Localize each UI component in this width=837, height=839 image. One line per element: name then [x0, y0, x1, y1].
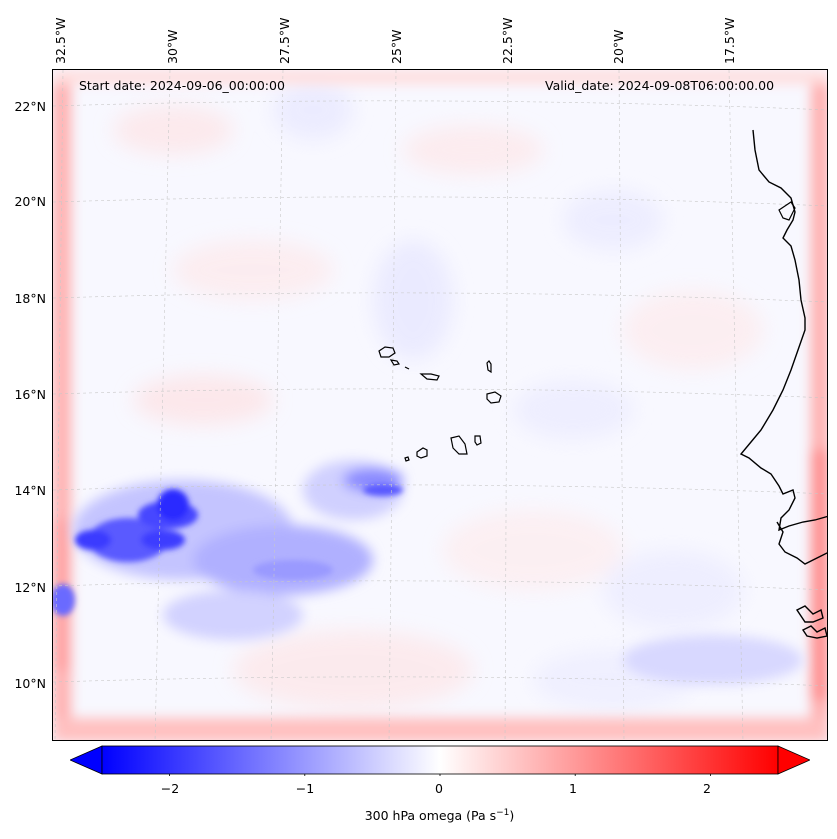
colorbar-min-arrow [70, 745, 103, 775]
ascent-region [73, 460, 803, 685]
west-africa-coastline [739, 129, 827, 639]
cape-verde-islands [378, 346, 502, 462]
island-fogo [416, 447, 428, 459]
island-santa-luzia [404, 366, 410, 370]
valid-date-label: Valid_date: 2024-09-08T06:00:00.00 [545, 78, 775, 93]
colorbar-tick-marks [169, 774, 711, 776]
colorbar-label: 300 hPa omega (Pa s−1) [0, 808, 837, 823]
colorbar [70, 745, 810, 776]
colorbar-tick-neg1: −1 [295, 781, 315, 796]
lon-label-30w: 30°W [165, 29, 180, 64]
graticule [53, 70, 827, 740]
colorbar-max-arrow [777, 745, 810, 775]
colorbar-tick-0: 0 [435, 781, 443, 796]
colorbar-label-suffix: ) [509, 808, 515, 824]
island-sao-vicente [389, 359, 400, 366]
lon-label-27-5w: 27.5°W [277, 17, 292, 64]
map-panel [52, 69, 828, 741]
lat-label-10n: 10°N [14, 676, 46, 691]
lat-label-16n: 16°N [14, 387, 46, 402]
colorbar-tick-neg2: −2 [160, 781, 180, 796]
colorbar-tick-2: 2 [703, 781, 711, 796]
lon-label-20w: 20°W [611, 29, 626, 64]
lat-label-14n: 14°N [14, 483, 46, 498]
lat-label-12n: 12°N [14, 580, 46, 595]
island-santiago [450, 435, 468, 455]
lon-label-22-5w: 22.5°W [500, 17, 515, 64]
island-boa-vista [486, 391, 502, 404]
island-santo-antao [378, 346, 396, 358]
lon-label-17-5w: 17.5°W [722, 17, 737, 64]
boundary-band [53, 70, 827, 740]
lat-label-20n: 20°N [14, 194, 46, 209]
lon-label-25w: 25°W [389, 29, 404, 64]
coastline-bay [778, 201, 796, 221]
start-date-label: Start date: 2024-09-06_00:00:00 [79, 78, 285, 93]
lon-label-32-5w: 32.5°W [53, 17, 68, 64]
lat-label-18n: 18°N [14, 291, 46, 306]
island-brava [404, 456, 410, 462]
colorbar-tick-1: 1 [569, 781, 577, 796]
island-sal [486, 360, 492, 374]
island-sao-nicolau [419, 373, 440, 381]
omega-field-map [53, 70, 827, 740]
colorbar-label-prefix: 300 hPa omega (Pa s [364, 808, 497, 824]
ascent-core [53, 484, 403, 616]
colorbar-gradient [101, 745, 779, 775]
lat-label-22n: 22°N [14, 99, 46, 114]
island-maio [474, 435, 482, 446]
colorbar-label-sup: −1 [496, 808, 510, 818]
